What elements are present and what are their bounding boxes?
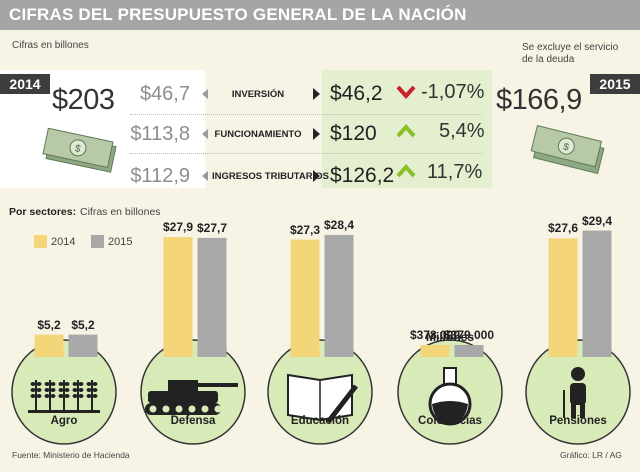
sectors-title: Por sectores: [9,206,77,218]
funcionamiento-2014: $113,8 [130,123,190,145]
bar-colciencias-2015 [454,345,484,357]
bar-value-label: $27,9 [162,220,194,235]
bar-value-label: $5,2 [37,317,61,332]
bar-value-label: $5,2 [71,317,95,332]
sector-label-agro: Agro [50,415,78,427]
legend-swatch-2015 [91,235,104,248]
row-label-funcionamiento: FUNCIONAMIENTO [214,129,302,140]
svg-text:$: $ [74,143,82,155]
flask-icon [428,367,472,426]
sectors-unit: Cifras en billones [80,206,161,218]
row-divider [130,153,482,154]
inversion-change: -1,07% [421,81,485,103]
subtitle: Cifras en billones [12,40,89,51]
ingresos-2014: $112,9 [130,165,190,187]
bar-pensiones-2014 [548,238,578,357]
sector-label-pensiones: Pensiones [549,415,607,427]
arrow-left-icon [202,129,208,139]
arrow-right-icon [313,170,320,182]
bar-value-label: $27,6 [547,221,579,236]
funcionamiento-change: 5,4% [439,120,485,142]
up-chevron-icon [396,164,416,178]
inversion-2015: $46,2 [330,82,383,105]
bar-value-label: $28,4 [323,217,355,232]
bar-agro-2014 [34,334,64,357]
bar-value-label: $379.000 [443,328,495,342]
credit-note: Gráfico: LR / AG [560,450,622,460]
money-bills-icon: $ [42,128,117,173]
total-2014: $203 [52,84,115,116]
funcionamiento-2015: $120 [330,122,377,145]
inversion-2014: $46,7 [139,83,190,105]
tank-icon [145,380,238,415]
bar-educación-2015 [324,234,354,357]
row-divider [130,114,482,115]
year-badge-2015: 2015 [590,74,640,94]
elderly-person-icon [563,367,586,418]
row-label-inversion: INVERSIÓN [231,89,285,100]
notebook-icon [287,373,358,424]
down-chevron-icon [396,85,416,99]
bar-agro-2015 [68,334,98,357]
arrow-right-icon [313,88,320,100]
bar-pensiones-2015 [582,230,612,357]
ingresos-2015: $126,2 [330,164,395,187]
sector-label-colciencias: Colciencias [418,415,482,427]
title-bar [0,0,640,30]
bar-defensa-2015 [197,237,227,357]
legend-swatch-2014 [34,235,47,248]
bar-educación-2014 [290,239,320,357]
wheat-icon [28,380,100,413]
svg-text:$: $ [562,142,570,154]
arrow-right-icon [313,128,320,140]
bar-colciencias-2014 [420,345,450,357]
source-note: Fuente: Ministerio de Hacienda [12,450,130,460]
sector-label-educación: Educación [290,415,350,427]
page-title: CIFRAS DEL PRESUPUESTO GENERAL DE LA NAC… [9,5,467,24]
sector-bar-chart [11,230,631,445]
sector-label-defensa: Defensa [170,415,216,427]
bar-value-label: $27,3 [289,222,321,237]
arrow-left-icon [202,89,208,99]
up-chevron-icon [396,124,416,138]
legend-label-2015: 2015 [108,236,133,248]
bar-value-label: $29,4 [581,213,613,228]
row-label-ingresos: INGRESOS TRIBUTARIOS [212,171,329,182]
bar-value-label: $27,7 [196,220,228,235]
money-bills-icon-2: $ [530,124,605,175]
units-annotation: Millones [425,330,474,344]
bar-value-label: $378.000 [409,328,461,342]
debt-note: Se excluye el servicio de la deuda [522,42,619,65]
total-2015: $166,9 [496,84,582,116]
arrow-left-icon [202,171,208,181]
bar-defensa-2014 [163,237,193,357]
legend-label-2014: 2014 [51,236,76,248]
ingresos-change: 11,7% [427,161,483,183]
year-badge-2014: 2014 [0,74,50,94]
